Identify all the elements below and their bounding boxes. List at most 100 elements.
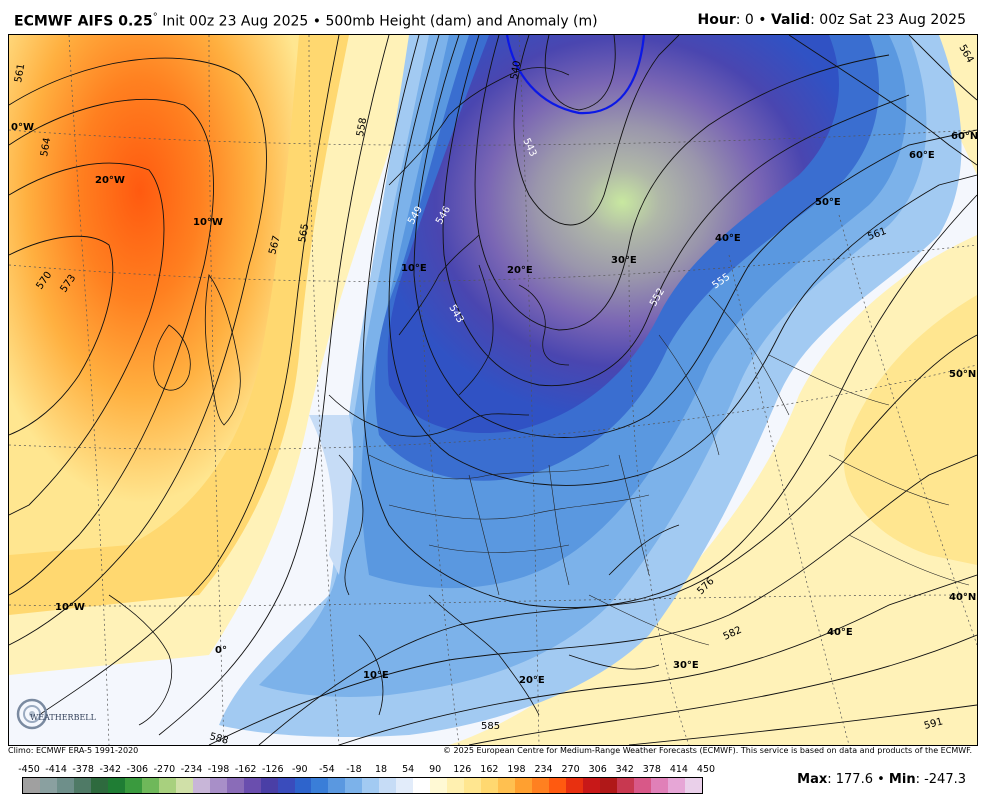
lon-label-50e: 50°E (815, 197, 841, 208)
colorbar-swatch (362, 778, 380, 793)
contour-label-588: 588 (208, 731, 229, 745)
colorbar-tick-label: 162 (480, 764, 499, 775)
colorbar-swatch (532, 778, 550, 793)
colorbar-tick-label: 198 (507, 764, 526, 775)
contour-540-blue (505, 35, 646, 115)
contour-label-540: 540 (509, 60, 523, 81)
colorbar-swatch (39, 778, 57, 793)
lat-label-60n: 60°N (951, 131, 977, 142)
colorbar-tick-label: 126 (453, 764, 472, 775)
colorbar-swatch (667, 778, 685, 793)
lat-label-50n: 50°N (949, 369, 976, 380)
colorbar-tick-label: 378 (642, 764, 661, 775)
colorbar-swatch (23, 778, 40, 793)
map-svg: 60°N 50°N 40°N 0°W 20°W 10°W 0° 10°W 10°… (9, 35, 977, 745)
chart-title: ECMWF AIFS 0.25° Init 00z 23 Aug 2025 • … (14, 12, 598, 30)
lon-label-0w: 0°W (11, 122, 34, 133)
colorbar-swatch (226, 778, 244, 793)
valid-label: Valid (770, 12, 811, 28)
contour-label-585: 585 (481, 721, 500, 732)
colorbar-swatch (192, 778, 210, 793)
colorbar-tick-label: 270 (561, 764, 580, 775)
colorbar-swatch (498, 778, 516, 793)
colorbar (22, 777, 703, 794)
colorbar-tick-label: 54 (402, 764, 415, 775)
logo-swirl-icon: WEATHERBELL (16, 698, 97, 730)
colorbar-swatch (430, 778, 448, 793)
valid-time: Hour: 0 • Valid: 00z Sat 23 Aug 2025 (698, 12, 966, 28)
lon-label-30e-south: 30°E (673, 660, 699, 671)
colorbar-swatch (277, 778, 295, 793)
colorbar-swatch (481, 778, 499, 793)
logo-text: WEATHERBELL (30, 713, 97, 722)
colorbar-tick-label: -18 (346, 764, 362, 775)
country-borders (368, 294, 970, 646)
colorbar-tick-label: -126 (261, 764, 284, 775)
colorbar-swatch (243, 778, 261, 793)
lon-label-0: 0° (215, 645, 227, 656)
colorbar-swatch (684, 778, 702, 793)
lon-label-40e: 40°E (715, 233, 741, 244)
colorbar-tick-label: -54 (319, 764, 335, 775)
lon-label-60e: 60°E (909, 150, 935, 161)
colorbar-swatch (379, 778, 397, 793)
lon-label-40e-south: 40°E (827, 627, 853, 638)
contour-label-565: 565 (297, 223, 311, 244)
header: ECMWF AIFS 0.25° Init 00z 23 Aug 2025 • … (0, 0, 984, 34)
colorbar-swatch (582, 778, 600, 793)
height-contours (9, 35, 977, 745)
contour-label-567: 567 (267, 234, 283, 255)
warm-anomaly-southeast (449, 235, 977, 745)
degree-mark: ° (152, 12, 158, 23)
colorbar-swatch (464, 778, 482, 793)
max-value: : 177.6 • (827, 772, 889, 787)
colorbar-swatch (650, 778, 668, 793)
lon-label-20e-south: 20°E (519, 675, 545, 686)
colorbar-swatch (56, 778, 74, 793)
contour-label-564: 564 (39, 137, 53, 158)
lat-label-40n: 40°N (949, 592, 976, 603)
contour-label-591: 591 (923, 716, 944, 732)
copyright-note: © 2025 European Centre for Medium-Range … (443, 746, 972, 755)
colorbar-swatch (311, 778, 329, 793)
graticule (9, 35, 977, 745)
contour-label-558: 558 (355, 117, 369, 138)
max-label: Max (797, 772, 828, 787)
colorbar-tick-label: -414 (45, 764, 67, 775)
colorbar-swatch (413, 778, 431, 793)
colorbar-swatch (175, 778, 193, 793)
map-panel[interactable]: 60°N 50°N 40°N 0°W 20°W 10°W 0° 10°W 10°… (8, 34, 978, 746)
colorbar-swatch (90, 778, 108, 793)
colorbar-swatch (447, 778, 465, 793)
colorbar-tick-label: 234 (534, 764, 553, 775)
colorbar-swatch (633, 778, 651, 793)
colorbar-tick-label: -378 (72, 764, 94, 775)
colorbar-swatch (328, 778, 346, 793)
colorbar-tick-label: -450 (18, 764, 40, 775)
lon-label-10e-south: 10°E (363, 670, 389, 681)
colorbar-tick-label: 306 (588, 764, 607, 775)
min-value: : -247.3 (915, 772, 966, 787)
colorbar-swatch (107, 778, 125, 793)
hour-label: Hour (697, 12, 736, 28)
min-label: Min (888, 772, 916, 787)
init-text: Init 00z 23 Aug 2025 • 500mb Height (dam… (157, 13, 598, 30)
colorbar-swatch (294, 778, 312, 793)
colorbar-swatch (209, 778, 227, 793)
climo-note: Climo: ECMWF ERA-5 1991-2020 (8, 746, 139, 755)
colorbar-tick-label: 414 (669, 764, 688, 775)
lon-label-10w-south: 10°W (55, 602, 85, 613)
colorbar-ticks: -450 -414 -378 -342 -306 -270 -234 -198 -162 -126… (14, 764, 715, 776)
colorbar-tick-label: -270 (153, 764, 176, 775)
weatherbell-logo: WEATHERBELL (14, 696, 100, 734)
colorbar-tick-label: 18 (374, 764, 388, 775)
colorbar-tick-label: 90 (429, 764, 442, 775)
cold-anomaly-core (387, 35, 839, 433)
colorbar-tick-label: 342 (615, 764, 634, 775)
colorbar-swatch (566, 778, 583, 793)
lon-label-10e: 10°E (401, 263, 427, 274)
colorbar-swatch (73, 778, 91, 793)
lon-label-30e: 30°E (611, 255, 637, 266)
colorbar-tick-label: -342 (99, 764, 122, 775)
colorbar-swatch (345, 778, 363, 793)
